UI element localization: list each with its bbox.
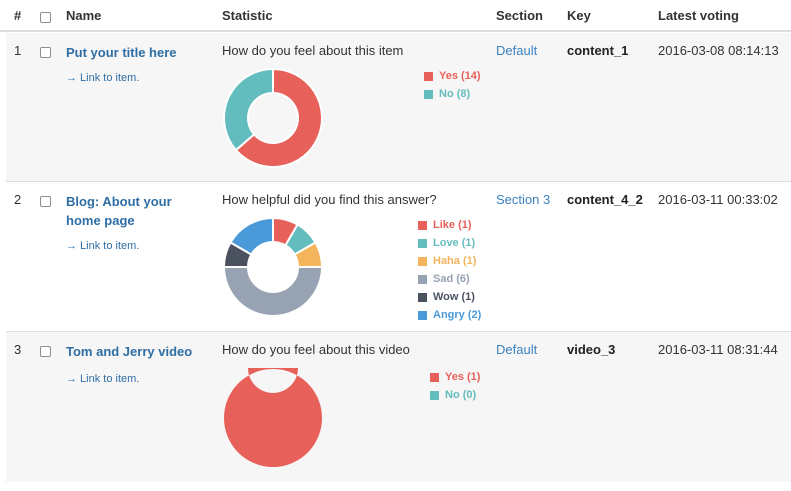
slice-no: [223, 68, 274, 152]
legend-swatch: [418, 311, 427, 320]
slice-sad: [223, 266, 323, 317]
row-number: 2: [14, 192, 22, 207]
legend-swatch: [430, 391, 439, 400]
legend-label: Haha (1): [433, 255, 477, 267]
legend-label: Wow (1): [433, 291, 475, 303]
legend-label: Angry (2): [433, 309, 482, 321]
legend-label: Yes (14): [439, 70, 481, 82]
legend-label: Yes (1): [445, 371, 481, 383]
donut-chart: [223, 217, 323, 317]
legend-label: Like (1): [433, 219, 472, 231]
slice-angry: [229, 217, 274, 256]
table-row: 1 Put your title here → Link to item. Ho…: [6, 33, 791, 181]
item-title-link[interactable]: Blog: About your home page: [66, 194, 172, 228]
table-row: 2 Blog: About your home page → Link to i…: [6, 182, 791, 330]
donut-chart: [224, 368, 322, 467]
legend-label: Sad (6): [433, 273, 470, 285]
header-latest-voting[interactable]: Latest voting: [658, 8, 739, 23]
header-num: #: [14, 8, 22, 23]
item-key: content_1: [567, 43, 629, 58]
legend-swatch: [424, 72, 433, 81]
legend-swatch: [418, 257, 427, 266]
link-to-item[interactable]: → Link to item.: [66, 373, 140, 385]
slice-yes: [234, 68, 323, 168]
section-link[interactable]: Default: [496, 43, 538, 58]
poll-question: How do you feel about this video: [222, 342, 410, 357]
poll-question: How do you feel about this item: [222, 43, 404, 58]
link-to-item[interactable]: → Link to item.: [66, 72, 140, 84]
legend-label: No (0): [445, 389, 477, 401]
header-key[interactable]: Key: [567, 8, 591, 23]
legend-swatch: [418, 239, 427, 248]
poll-question: How helpful did you find this answer?: [222, 192, 437, 207]
section-link[interactable]: Section 3: [496, 192, 551, 207]
latest-voting-date: 2016-03-08 08:14:13: [658, 43, 779, 58]
link-to-item[interactable]: → Link to item.: [66, 240, 140, 252]
table-header: # Name Statistic Section Key Latest voti…: [0, 0, 791, 32]
item-key: video_3: [567, 342, 616, 357]
legend-label: No (8): [439, 88, 471, 100]
legend-label: Love (1): [433, 237, 476, 249]
legend-swatch: [430, 373, 439, 382]
header-section[interactable]: Section: [496, 8, 543, 23]
item-key: content_4_2: [567, 192, 643, 207]
section-link[interactable]: Default: [496, 342, 538, 357]
header-name[interactable]: Name: [66, 8, 102, 23]
item-title-link[interactable]: Tom and Jerry video: [66, 344, 193, 359]
header-statistic[interactable]: Statistic: [222, 8, 273, 23]
row-divider: [6, 331, 791, 332]
slice-yes: [224, 368, 322, 467]
donut-chart: [223, 68, 323, 168]
row-checkbox[interactable]: [40, 47, 51, 58]
legend-swatch: [418, 275, 427, 284]
row-checkbox[interactable]: [40, 346, 51, 357]
row-number: 1: [14, 43, 22, 58]
latest-voting-date: 2016-03-11 00:33:02: [658, 192, 778, 207]
row-checkbox[interactable]: [40, 196, 51, 207]
table-row: 3 Tom and Jerry video → Link to item. Ho…: [6, 332, 791, 482]
select-all-checkbox[interactable]: [40, 12, 51, 23]
latest-voting-date: 2016-03-11 08:31:44: [658, 342, 778, 357]
row-number: 3: [14, 342, 22, 357]
item-title-link[interactable]: Put your title here: [66, 45, 177, 60]
legend-swatch: [418, 293, 427, 302]
legend-swatch: [424, 90, 433, 99]
row-divider: [6, 181, 791, 182]
legend-swatch: [418, 221, 427, 230]
